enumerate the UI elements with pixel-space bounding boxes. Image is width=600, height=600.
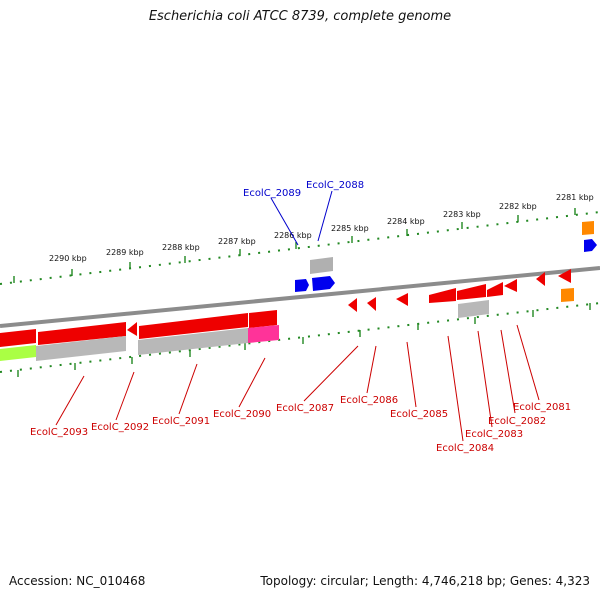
- reverse-gene-labels: EcolC_2093 EcolC_2092 EcolC_2091 EcolC_2…: [30, 395, 571, 454]
- gene-reverse-EcolC_2092[interactable]: [38, 322, 126, 345]
- label-leader-lines-reverse: [55, 324, 540, 442]
- genome-summary-text: Topology: circular; Length: 4,746,218 bp…: [260, 574, 590, 588]
- scale-label: 2282 kbp: [499, 202, 537, 211]
- gene-reverse-EcolC_2081[interactable]: [504, 279, 517, 292]
- rna-forward[interactable]: [582, 221, 594, 235]
- scale-label: 2288 kbp: [162, 243, 200, 252]
- scale-label: 2283 kbp: [443, 210, 481, 219]
- scale-label: 2285 kbp: [331, 224, 369, 233]
- map-title: Escherichia coli ATCC 8739, complete gen…: [148, 9, 452, 24]
- rna-reverse[interactable]: [561, 288, 574, 302]
- gene-reverse[interactable]: [558, 269, 571, 283]
- gene-label[interactable]: EcolC_2086: [340, 395, 398, 406]
- gene-reverse-EcolC_2093[interactable]: [0, 329, 36, 347]
- scale-label: 2287 kbp: [218, 237, 256, 246]
- gene-reverse-EcolC_2091[interactable]: [139, 313, 248, 339]
- gene-label[interactable]: EcolC_2093: [30, 427, 88, 438]
- forward-features: [295, 221, 597, 292]
- gene-label[interactable]: EcolC_2081: [513, 402, 571, 413]
- pseudogene-reverse[interactable]: [138, 328, 248, 355]
- outer-scale-major-ticks: [13, 208, 576, 283]
- gene-forward-EcolC_2088[interactable]: [312, 276, 335, 291]
- scale-label: 2289 kbp: [106, 248, 144, 257]
- pseudogene-reverse[interactable]: [0, 345, 36, 361]
- gene-label[interactable]: EcolC_2087: [276, 403, 334, 414]
- genome-backbone: [0, 266, 600, 328]
- gene-forward-EcolC_2089[interactable]: [295, 279, 309, 292]
- gene-label[interactable]: EcolC_2092: [91, 422, 149, 433]
- gene-reverse-EcolC_2082[interactable]: [487, 282, 503, 297]
- pseudogene-reverse[interactable]: [36, 336, 126, 361]
- gene-reverse[interactable]: [536, 272, 545, 286]
- gene-label[interactable]: EcolC_2089: [243, 188, 301, 199]
- scale-label: 2281 kbp: [556, 193, 594, 202]
- gene-label[interactable]: EcolC_2088: [306, 180, 364, 191]
- scale-label: 2284 kbp: [387, 217, 425, 226]
- gene-label[interactable]: EcolC_2090: [213, 409, 271, 420]
- gene-reverse-EcolC_2083[interactable]: [457, 284, 486, 300]
- gene-reverse-EcolC_2085[interactable]: [396, 293, 408, 306]
- pseudogene-reverse[interactable]: [458, 300, 489, 318]
- gene-reverse-EcolC_2084[interactable]: [429, 288, 456, 303]
- gene-reverse-EcolC_2086[interactable]: [367, 297, 376, 311]
- label-leader-lines-forward: [270, 190, 333, 246]
- scale-label: 2290 kbp: [49, 254, 87, 263]
- accession-text: Accession: NC_010468: [9, 574, 146, 588]
- inner-scale-line: [0, 302, 600, 373]
- reverse-features: [0, 269, 574, 361]
- gene-label[interactable]: EcolC_2082: [488, 416, 546, 427]
- pseudogene-forward[interactable]: [310, 257, 333, 274]
- gene-reverse-EcolC_2087[interactable]: [348, 298, 357, 312]
- gene-label[interactable]: EcolC_2091: [152, 416, 210, 427]
- pseudogene-reverse[interactable]: [248, 325, 279, 343]
- scale-labels: 2290 kbp 2289 kbp 2288 kbp 2287 kbp 2286…: [49, 193, 594, 263]
- gene-reverse-EcolC_2090[interactable]: [249, 310, 277, 328]
- gene-reverse-small[interactable]: [127, 322, 137, 336]
- gene-label[interactable]: EcolC_2083: [465, 429, 523, 440]
- inner-scale-major-ticks: [17, 303, 591, 377]
- gene-forward[interactable]: [584, 239, 597, 252]
- gene-label[interactable]: EcolC_2084: [436, 443, 494, 454]
- gene-label[interactable]: EcolC_2085: [390, 409, 448, 420]
- forward-gene-labels: EcolC_2089 EcolC_2088: [243, 180, 364, 199]
- outer-scale-line: [0, 211, 600, 285]
